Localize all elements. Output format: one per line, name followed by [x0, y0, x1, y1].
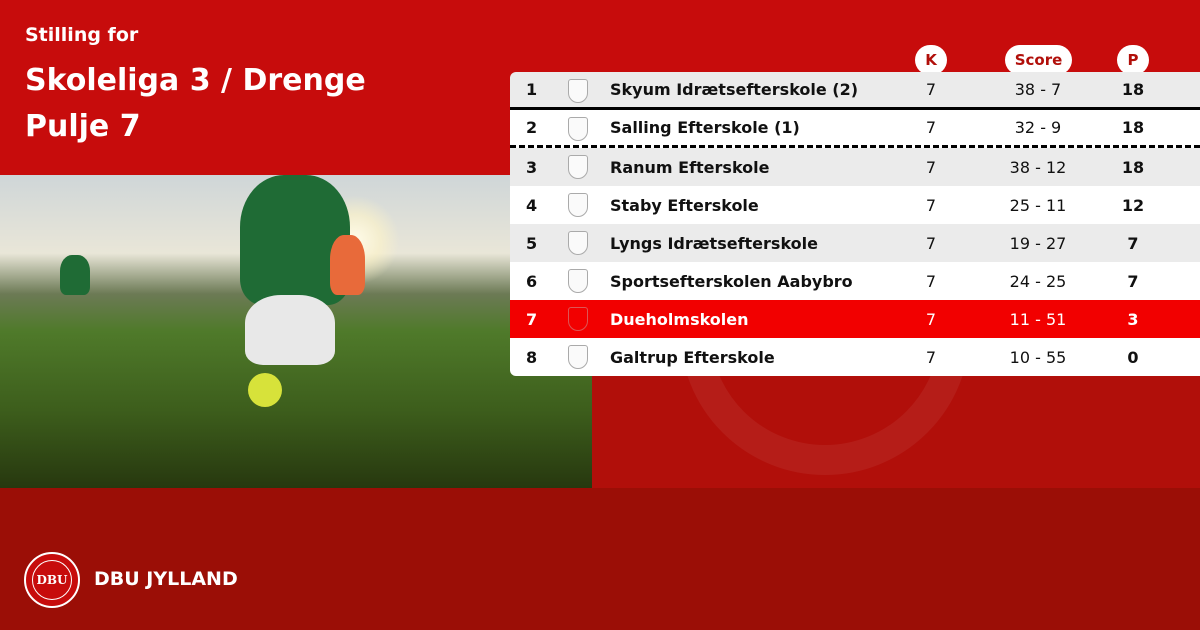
goal-score: 25 - 11	[1009, 195, 1067, 215]
table-row: 3 Ranum Efterskole 7 38 - 12 18	[510, 148, 1200, 186]
player-shorts	[245, 295, 335, 365]
team-name: Salling Efterskole (1)	[610, 118, 800, 137]
page-subtitle: Stilling for	[25, 24, 139, 46]
matches-played: 7	[925, 233, 937, 253]
footer-band	[0, 488, 1200, 630]
points: 18	[1121, 118, 1145, 137]
club-shield-icon	[568, 79, 588, 103]
club-shield-icon	[568, 307, 588, 331]
page-title: Skoleliga 3 / Drenge Pulje 7	[25, 58, 366, 150]
player-figure	[330, 235, 365, 295]
team-name: Lyngs Idrætsefterskole	[610, 233, 818, 253]
table-row: 6 Sportsefterskolen Aabybro 7 24 - 25 7	[510, 262, 1200, 300]
matches-played: 7	[925, 309, 937, 329]
standings-table: 1 Skyum Idrætsefterskole (2) 7 38 - 7 18…	[510, 72, 1200, 376]
team-name: Dueholmskolen	[610, 309, 749, 329]
column-header-k: K	[915, 45, 947, 75]
rank: 3	[526, 157, 538, 177]
matches-played: 7	[925, 118, 937, 137]
matches-played: 7	[925, 347, 937, 367]
table-row: 7 Dueholmskolen 7 11 - 51 3	[510, 300, 1200, 338]
points: 12	[1121, 195, 1145, 215]
table-row: 5 Lyngs Idrætsefterskole 7 19 - 27 7	[510, 224, 1200, 262]
club-shield-icon	[568, 269, 588, 293]
team-name: Galtrup Efterskole	[610, 347, 775, 367]
column-header-score: Score	[1005, 45, 1072, 75]
points: 18	[1121, 80, 1145, 99]
goal-score: 38 - 12	[1009, 157, 1067, 177]
points: 3	[1127, 309, 1139, 329]
rank: 8	[526, 347, 538, 367]
club-shield-icon	[568, 155, 588, 179]
matches-played: 7	[925, 195, 937, 215]
goal-score: 38 - 7	[1014, 80, 1062, 99]
club-shield-icon	[568, 117, 588, 141]
points: 7	[1127, 271, 1139, 291]
goal-score: 11 - 51	[1009, 309, 1067, 329]
column-header-p: P	[1117, 45, 1149, 75]
table-row: 2 Salling Efterskole (1) 7 32 - 9 18	[510, 110, 1200, 148]
team-name: Skyum Idrætsefterskole (2)	[610, 80, 859, 99]
rank: 2	[526, 118, 538, 137]
club-shield-icon	[568, 193, 588, 217]
club-shield-icon	[568, 231, 588, 255]
rank: 1	[526, 80, 538, 99]
logo-text: DBU	[32, 560, 72, 600]
matches-played: 7	[925, 271, 937, 291]
points: 7	[1127, 233, 1139, 253]
ball	[248, 373, 282, 407]
title-line-1: Skoleliga 3 / Drenge	[25, 63, 366, 98]
player-figure	[60, 255, 90, 295]
table-row: 4 Staby Efterskole 7 25 - 11 12	[510, 186, 1200, 224]
goal-score: 32 - 9	[1014, 118, 1062, 137]
goal-score: 24 - 25	[1009, 271, 1067, 291]
football-photo	[0, 175, 592, 488]
club-shield-icon	[568, 345, 588, 369]
rank: 6	[526, 271, 538, 291]
rank: 7	[526, 309, 538, 329]
goal-score: 10 - 55	[1009, 347, 1067, 367]
title-line-2: Pulje 7	[25, 109, 141, 144]
table-row: 8 Galtrup Efterskole 7 10 - 55 0	[510, 338, 1200, 376]
matches-played: 7	[925, 80, 937, 99]
team-name: Staby Efterskole	[610, 195, 759, 215]
table-row: 1 Skyum Idrætsefterskole (2) 7 38 - 7 18	[510, 72, 1200, 110]
rank: 5	[526, 233, 538, 253]
team-name: Ranum Efterskole	[610, 157, 770, 177]
dbu-logo: DBU	[24, 552, 80, 608]
matches-played: 7	[925, 157, 937, 177]
rank: 4	[526, 195, 538, 215]
points: 0	[1127, 347, 1139, 367]
goal-score: 19 - 27	[1009, 233, 1067, 253]
points: 18	[1121, 157, 1145, 177]
team-name: Sportsefterskolen Aabybro	[610, 271, 853, 291]
brand-name: DBU JYLLAND	[94, 568, 238, 590]
